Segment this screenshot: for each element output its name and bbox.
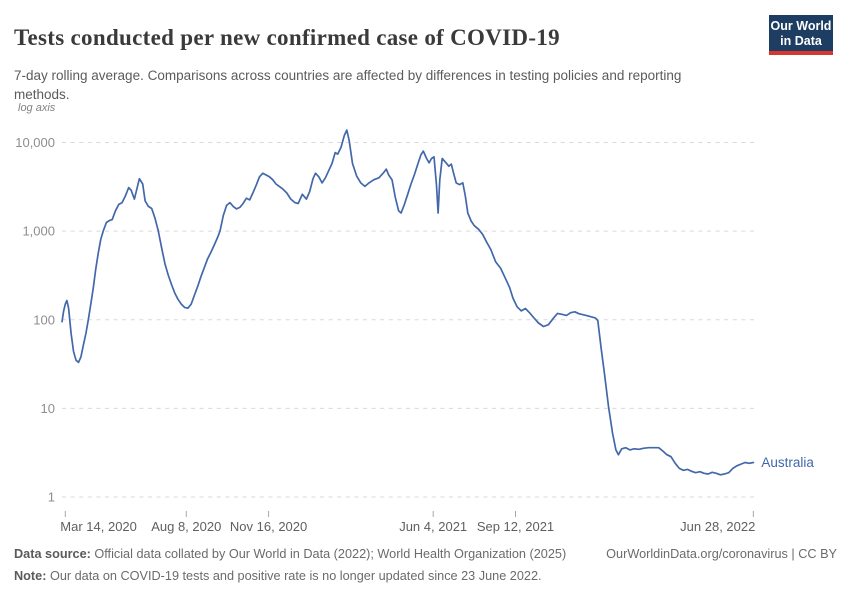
- x-axis-tick-label: Aug 8, 2020: [151, 519, 221, 534]
- data-source-label: Data source:: [14, 547, 91, 561]
- owid-logo: Our World in Data: [769, 15, 833, 55]
- x-axis-tick-label: Nov 16, 2020: [230, 519, 307, 534]
- y-axis-tick-label: 1,000: [22, 224, 55, 239]
- note-text: Our data on COVID-19 tests and positive …: [46, 569, 542, 583]
- x-axis-tick-label: Sep 12, 2021: [477, 519, 554, 534]
- y-axis-tick-label: 1: [48, 490, 55, 505]
- australia-line[interactable]: [61, 129, 755, 476]
- x-axis-tick-label: Jun 28, 2022: [680, 519, 755, 534]
- license-link[interactable]: OurWorldinData.org/coronavirus | CC BY: [606, 547, 837, 561]
- log-axis-label: log axis: [18, 102, 56, 114]
- y-axis-tick-label: 10,000: [15, 135, 55, 150]
- page-title: Tests conducted per new confirmed case o…: [14, 25, 560, 51]
- chart-subtitle: 7-day rolling average. Comparisons acros…: [14, 67, 682, 102]
- australia-series-label[interactable]: Australia: [761, 455, 814, 470]
- x-axis-tick-label: Jun 4, 2021: [399, 519, 467, 534]
- owid-logo-line2: in Data: [780, 33, 822, 48]
- x-axis-tick-label: Mar 14, 2020: [60, 519, 137, 534]
- note-line: Note: Our data on COVID-19 tests and pos…: [14, 569, 542, 583]
- data-source-text: Official data collated by Our World in D…: [90, 547, 567, 561]
- y-axis-tick-label: 10: [41, 401, 55, 416]
- owid-logo-line1: Our World: [770, 19, 832, 33]
- y-axis-tick-label: 100: [33, 312, 55, 327]
- data-source-line: Data source: Official data collated by O…: [14, 547, 566, 561]
- note-label: Note:: [14, 569, 47, 583]
